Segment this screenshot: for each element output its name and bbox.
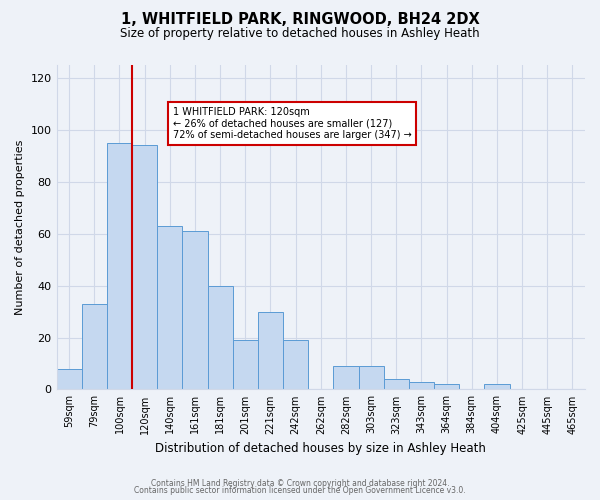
Bar [132,146,157,390]
Bar [82,304,107,390]
Bar [434,384,459,390]
Bar [484,384,509,390]
Text: Contains public sector information licensed under the Open Government Licence v3: Contains public sector information licen… [134,486,466,495]
Text: Size of property relative to detached houses in Ashley Heath: Size of property relative to detached ho… [120,28,480,40]
Bar [107,143,132,390]
Bar [359,366,383,390]
Bar [56,368,82,390]
Text: 1, WHITFIELD PARK, RINGWOOD, BH24 2DX: 1, WHITFIELD PARK, RINGWOOD, BH24 2DX [121,12,479,28]
Bar [258,312,283,390]
Bar [182,231,208,390]
Bar [157,226,182,390]
Bar [409,382,434,390]
Bar [208,286,233,390]
Y-axis label: Number of detached properties: Number of detached properties [15,140,25,315]
Bar [283,340,308,390]
X-axis label: Distribution of detached houses by size in Ashley Heath: Distribution of detached houses by size … [155,442,486,455]
Bar [233,340,258,390]
Bar [334,366,359,390]
Text: 1 WHITFIELD PARK: 120sqm
← 26% of detached houses are smaller (127)
72% of semi-: 1 WHITFIELD PARK: 120sqm ← 26% of detach… [173,107,412,140]
Text: Contains HM Land Registry data © Crown copyright and database right 2024.: Contains HM Land Registry data © Crown c… [151,478,449,488]
Bar [383,379,409,390]
